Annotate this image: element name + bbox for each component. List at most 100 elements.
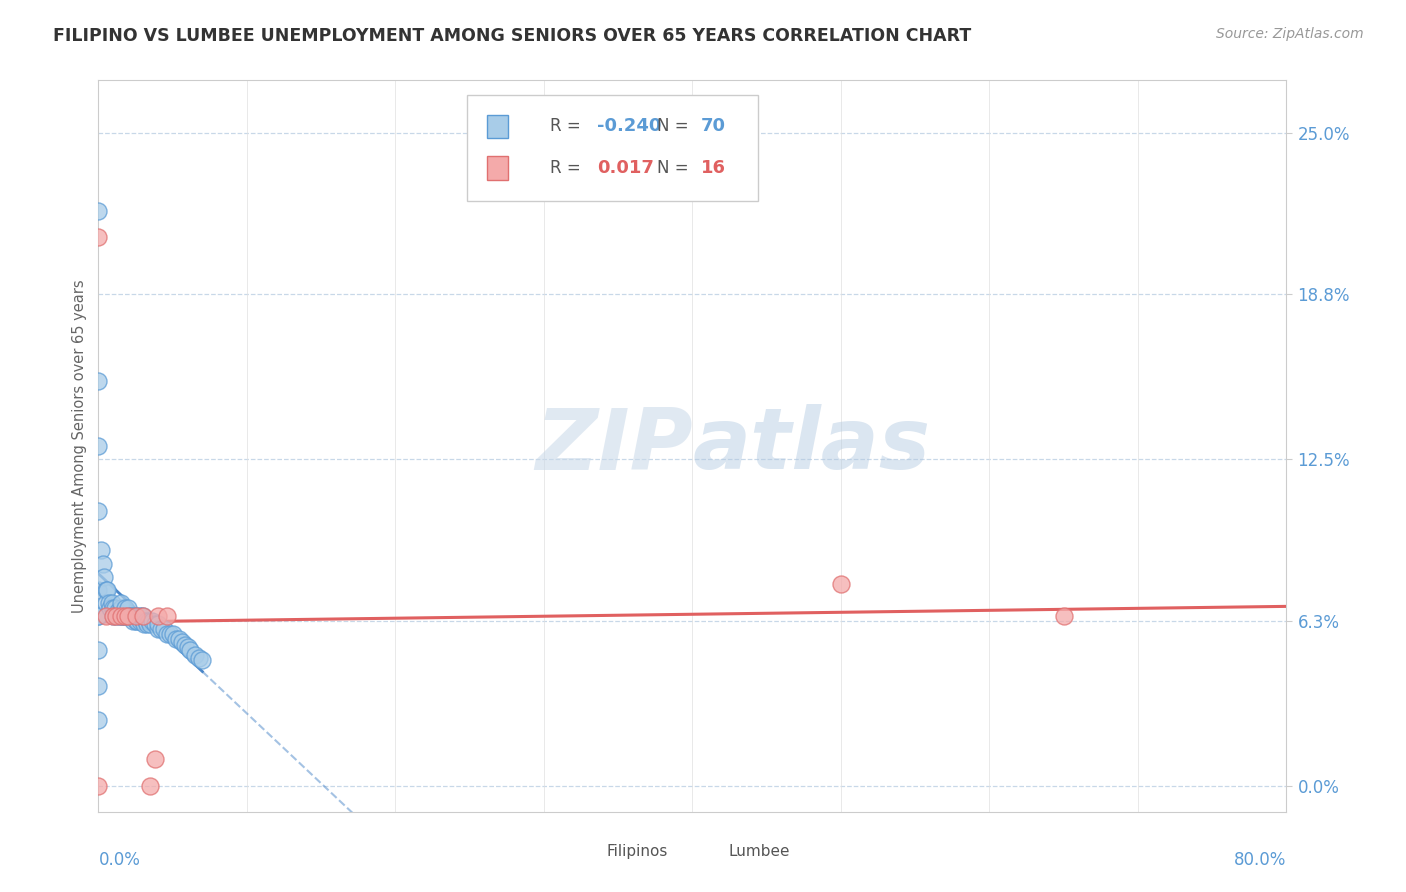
Point	[87, 230, 110, 244]
Point	[103, 601, 125, 615]
Point	[156, 608, 179, 623]
Point	[132, 608, 155, 623]
Text: -0.240: -0.240	[598, 118, 662, 136]
Point	[114, 601, 136, 615]
Point	[105, 608, 128, 623]
Text: R =: R =	[550, 118, 586, 136]
Point	[143, 616, 166, 631]
Point	[830, 577, 852, 591]
Point	[152, 622, 174, 636]
Point	[141, 614, 163, 628]
Point	[176, 640, 198, 655]
FancyBboxPatch shape	[467, 95, 758, 201]
Text: FILIPINO VS LUMBEE UNEMPLOYMENT AMONG SENIORS OVER 65 YEARS CORRELATION CHART: FILIPINO VS LUMBEE UNEMPLOYMENT AMONG SE…	[53, 27, 972, 45]
Point	[87, 203, 110, 218]
Point	[191, 653, 214, 667]
Point	[98, 601, 121, 615]
Text: 0.017: 0.017	[598, 159, 654, 177]
Point	[90, 543, 112, 558]
Point	[136, 616, 159, 631]
Point	[121, 614, 143, 628]
Point	[156, 627, 179, 641]
Text: N =: N =	[657, 118, 693, 136]
Bar	[695, 845, 721, 861]
Point	[97, 596, 120, 610]
Point	[146, 616, 169, 631]
Point	[110, 596, 132, 610]
Point	[103, 608, 125, 623]
Point	[91, 557, 114, 571]
Point	[117, 601, 139, 615]
Point	[94, 582, 117, 597]
Point	[117, 608, 139, 623]
Point	[138, 614, 160, 628]
Point	[125, 614, 148, 628]
Point	[94, 608, 117, 623]
Point	[87, 714, 110, 728]
Point	[118, 608, 141, 623]
Point	[170, 635, 193, 649]
Point	[87, 608, 110, 623]
Point	[146, 608, 169, 623]
Text: Source: ZipAtlas.com: Source: ZipAtlas.com	[1216, 27, 1364, 41]
Point	[87, 608, 110, 623]
Point	[132, 614, 155, 628]
Point	[114, 608, 136, 623]
Point	[124, 614, 146, 628]
Text: 70: 70	[700, 118, 725, 136]
Point	[165, 632, 187, 647]
Point	[129, 614, 152, 628]
Text: Lumbee: Lumbee	[728, 845, 790, 860]
Point	[96, 582, 118, 597]
Point	[101, 596, 124, 610]
Point	[94, 596, 117, 610]
Text: 80.0%: 80.0%	[1234, 851, 1286, 869]
Point	[132, 608, 155, 623]
Point	[135, 614, 157, 628]
Point	[124, 608, 146, 623]
Text: atlas: atlas	[692, 404, 931, 488]
Point	[87, 642, 110, 657]
Point	[134, 616, 156, 631]
Point	[87, 374, 110, 388]
Point	[115, 608, 138, 623]
Point	[87, 504, 110, 518]
Point	[87, 679, 110, 693]
Point	[143, 752, 166, 766]
Point	[131, 608, 153, 623]
Point	[139, 779, 162, 793]
Point	[167, 632, 190, 647]
Point	[162, 627, 184, 641]
Point	[110, 601, 132, 615]
Y-axis label: Unemployment Among Seniors over 65 years: Unemployment Among Seniors over 65 years	[72, 279, 87, 613]
Point	[114, 608, 136, 623]
Point	[104, 601, 127, 615]
Point	[111, 608, 134, 623]
Text: ZIP: ZIP	[534, 404, 692, 488]
Point	[184, 648, 207, 662]
Point	[128, 608, 150, 623]
Point	[110, 608, 132, 623]
Text: Filipinos: Filipinos	[607, 845, 668, 860]
Point	[87, 439, 110, 453]
Bar	[486, 115, 508, 138]
Text: R =: R =	[550, 159, 586, 177]
Point	[159, 627, 181, 641]
Point	[146, 622, 169, 636]
Text: N =: N =	[657, 159, 693, 177]
Bar	[486, 156, 508, 180]
Point	[105, 608, 128, 623]
Text: 0.0%: 0.0%	[98, 851, 141, 869]
Text: 16: 16	[700, 159, 725, 177]
Point	[87, 582, 110, 597]
Bar	[574, 845, 600, 861]
Point	[149, 622, 172, 636]
Point	[87, 779, 110, 793]
Point	[122, 608, 145, 623]
Point	[179, 642, 201, 657]
Point	[110, 608, 132, 623]
Point	[117, 608, 139, 623]
Point	[93, 569, 115, 583]
Point	[120, 608, 142, 623]
Point	[112, 608, 135, 623]
